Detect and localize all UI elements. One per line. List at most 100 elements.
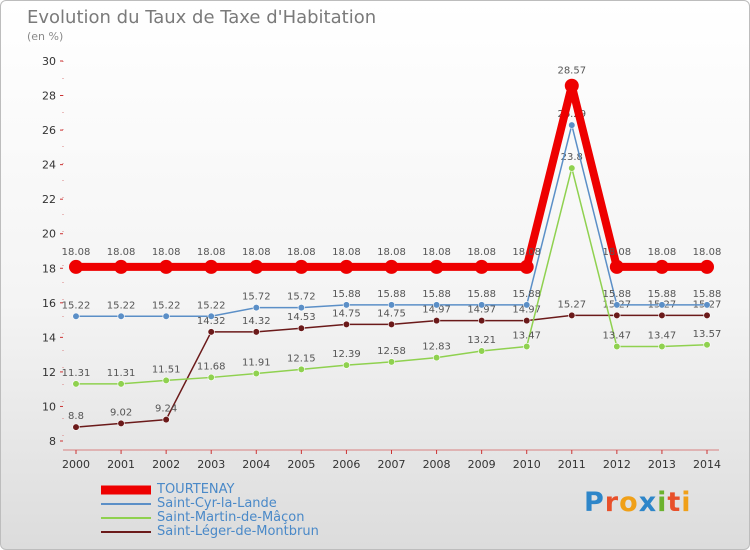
data-point — [252, 304, 260, 312]
data-point — [658, 342, 666, 351]
proxiti-letter: r — [604, 487, 620, 518]
data-point — [114, 259, 129, 274]
data-label: 15.88 — [467, 289, 496, 300]
data-label: 18.08 — [467, 247, 496, 258]
data-point — [703, 341, 711, 349]
data-label: 12.39 — [332, 349, 361, 360]
data-point — [159, 259, 174, 274]
x-tick-label: 2014 — [693, 458, 721, 471]
data-label: 13.57 — [693, 329, 722, 340]
data-label: 15.22 — [197, 300, 226, 311]
data-point — [387, 320, 396, 329]
proxiti-letter: t — [667, 487, 682, 518]
data-point — [432, 353, 441, 362]
data-point — [339, 259, 354, 274]
data-point — [117, 312, 125, 320]
data-label: 11.51 — [152, 364, 181, 375]
data-label: 28.57 — [557, 66, 586, 77]
data-label: 18.08 — [197, 247, 226, 258]
data-point — [249, 259, 264, 274]
data-point — [297, 365, 305, 373]
series-line — [76, 81, 707, 271]
data-label: 18.08 — [287, 247, 316, 258]
data-label: 11.31 — [107, 368, 136, 379]
legend-swatch-saint-leger — [101, 531, 151, 533]
data-point — [474, 259, 489, 274]
data-label: 15.88 — [332, 289, 361, 300]
data-point — [523, 317, 531, 325]
x-tick-label: 2002 — [152, 458, 180, 471]
data-point — [654, 259, 669, 274]
y-tick-label: 14 — [42, 331, 56, 344]
data-point — [523, 342, 531, 351]
data-point — [658, 301, 666, 309]
proxiti-letter: o — [619, 487, 639, 518]
data-point — [204, 259, 219, 274]
data-point — [429, 259, 444, 274]
chart-subtitle: (en %) — [27, 30, 64, 43]
proxiti-letter: i — [681, 487, 692, 518]
data-point — [613, 301, 621, 309]
data-point — [207, 312, 215, 320]
data-label: 15.88 — [648, 289, 677, 300]
y-tick-label: 20 — [42, 228, 56, 241]
legend-label-saint-cyr: Saint-Cyr-la-Lande — [157, 496, 277, 511]
data-label: 15.27 — [557, 299, 586, 310]
y-tick-label: 22 — [42, 193, 56, 206]
data-point — [609, 259, 624, 274]
data-label: 15.22 — [62, 300, 91, 311]
proxiti-letter: P — [584, 487, 605, 518]
x-tick-label: 2005 — [287, 458, 315, 471]
data-label: 14.97 — [467, 305, 496, 316]
legend-label-saint-leger: Saint-Léger-de-Montbrun — [157, 524, 319, 539]
data-label: 12.83 — [422, 342, 451, 353]
legend-swatch-saint-martin — [101, 517, 151, 519]
data-label: 9.02 — [110, 407, 132, 418]
legend-item-saint-leger: Saint-Léger-de-Montbrun — [101, 525, 319, 539]
proxiti-letter: x — [638, 487, 658, 518]
data-point — [72, 312, 80, 320]
y-tick-label: 26 — [42, 124, 56, 137]
legend: TOURTENAY Saint-Cyr-la-Lande Saint-Marti… — [101, 483, 319, 539]
legend-item-saint-martin: Saint-Martin-de-Mâçon — [101, 511, 319, 525]
data-label: 8.8 — [68, 411, 84, 422]
data-point — [342, 361, 351, 369]
data-label: 12.58 — [377, 346, 406, 357]
data-label: 14.75 — [332, 308, 361, 319]
data-point — [342, 301, 351, 309]
data-label: 13.47 — [512, 331, 541, 342]
data-point — [568, 121, 576, 129]
data-label: 15.88 — [603, 289, 632, 300]
data-point — [568, 164, 576, 172]
data-label: 18.08 — [152, 247, 181, 258]
data-label: 18.08 — [62, 247, 91, 258]
data-point — [658, 311, 666, 320]
data-point — [72, 380, 80, 388]
x-tick-label: 2008 — [423, 458, 451, 471]
y-tick-label: 30 — [42, 55, 56, 68]
x-tick-label: 2006 — [332, 458, 360, 471]
data-point — [703, 301, 711, 309]
data-label: 15.88 — [422, 289, 451, 300]
data-point — [523, 301, 531, 309]
data-label: 15.22 — [107, 300, 136, 311]
y-tick-label: 28 — [42, 90, 56, 103]
data-label: 18.08 — [512, 247, 541, 258]
data-label: 14.97 — [422, 305, 451, 316]
legend-item-saint-cyr: Saint-Cyr-la-Lande — [101, 497, 319, 511]
data-point — [478, 347, 486, 355]
data-point — [703, 311, 711, 320]
data-point — [432, 301, 441, 309]
data-label: 18.08 — [693, 247, 722, 258]
data-point — [162, 415, 170, 424]
data-label: 12.15 — [287, 353, 316, 364]
data-label: 26.29 — [557, 109, 586, 120]
data-point — [387, 301, 396, 309]
data-point — [613, 342, 621, 351]
data-point — [162, 376, 170, 384]
x-tick-label: 2000 — [62, 458, 90, 471]
data-label: 9.24 — [155, 404, 177, 415]
data-point — [72, 423, 80, 431]
proxiti-logo: Proxiti — [584, 487, 692, 518]
